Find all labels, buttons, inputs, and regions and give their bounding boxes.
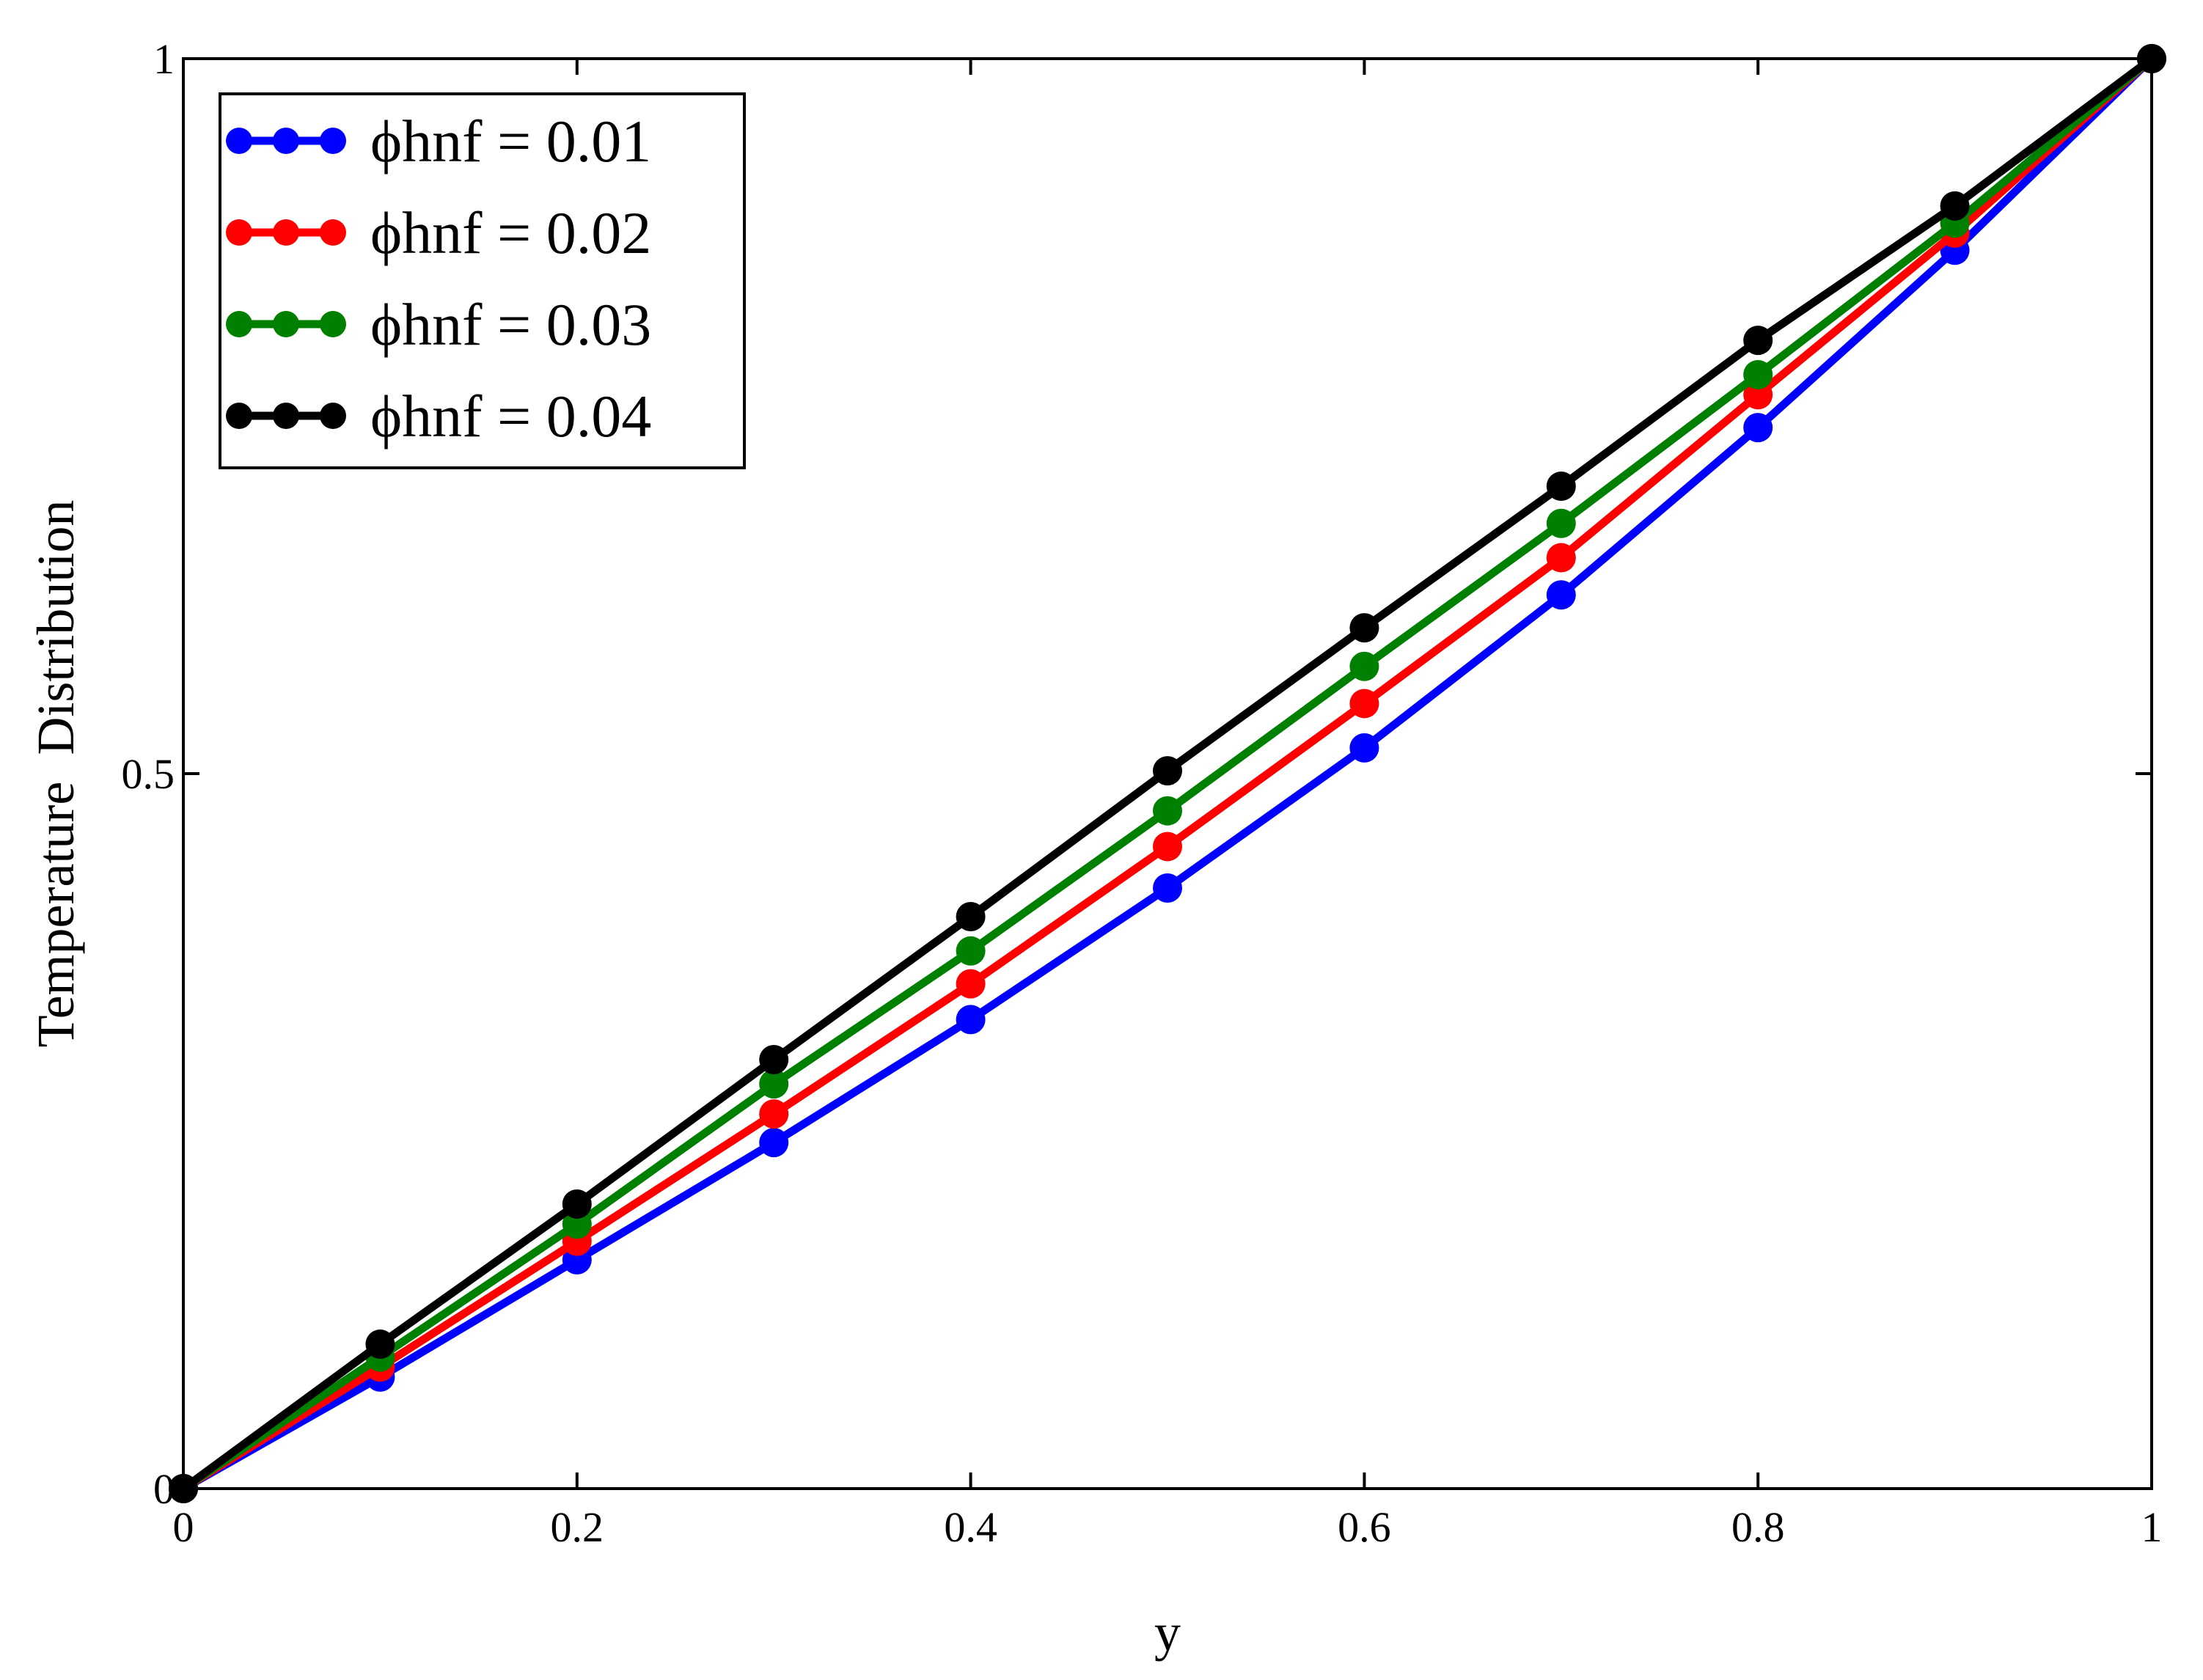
data-point-s3-8 — [1743, 359, 1773, 389]
legend-marker-1-0 — [226, 128, 252, 154]
legend-marker-3-1 — [273, 311, 299, 337]
legend-marker-1-2 — [320, 128, 346, 154]
data-point-s1-7 — [1546, 580, 1576, 610]
data-point-s4-7 — [1546, 472, 1576, 502]
data-point-s4-8 — [1743, 326, 1773, 356]
data-point-s3-4 — [956, 936, 986, 966]
y-tick-label-1: 0.5 — [122, 750, 175, 798]
data-point-s3-7 — [1546, 508, 1576, 538]
legend-marker-3-2 — [320, 311, 346, 337]
legend-label-1: ϕhnf = 0.01 — [370, 108, 651, 175]
data-point-s4-2 — [562, 1189, 592, 1219]
legend-marker-4-1 — [273, 403, 299, 429]
data-point-s1-4 — [956, 1005, 986, 1035]
data-point-s1-3 — [759, 1128, 789, 1158]
y-tick-label-0: 0 — [153, 1465, 175, 1513]
y-tick-label-2: 1 — [153, 35, 175, 83]
data-point-s2-3 — [759, 1099, 789, 1129]
legend-marker-3-0 — [226, 311, 252, 337]
tick-layer: 0 0.2 0.4 0.6 0.8 1 0 0.5 1 — [122, 35, 2163, 1551]
data-point-s2-5 — [1153, 832, 1182, 862]
legend-marker-2-0 — [226, 219, 252, 246]
data-point-s2-6 — [1349, 689, 1379, 719]
data-point-s1-8 — [1743, 413, 1773, 443]
legend-label-4: ϕhnf = 0.04 — [370, 383, 651, 450]
data-point-s4-6 — [1349, 613, 1379, 643]
legend-box — [219, 92, 746, 469]
data-point-s4-1 — [365, 1329, 395, 1360]
legend-marker-4-0 — [226, 403, 252, 429]
y-axis-label: Temperature Distribution — [26, 500, 85, 1048]
legend-label-2: ϕhnf = 0.02 — [370, 199, 651, 266]
x-tick-label-4: 0.8 — [1731, 1503, 1785, 1551]
x-tick-label-3: 0.6 — [1338, 1503, 1391, 1551]
data-point-s4-4 — [956, 902, 986, 931]
legend-marker-2-1 — [273, 219, 299, 246]
x-tick-label-5: 1 — [2141, 1503, 2163, 1551]
data-point-s4-3 — [759, 1045, 789, 1074]
legend-marker-1-1 — [273, 128, 299, 154]
data-point-s1-5 — [1153, 873, 1182, 903]
data-point-s3-6 — [1349, 651, 1379, 681]
data-point-s2-4 — [956, 969, 986, 999]
legend-marker-2-2 — [320, 219, 346, 246]
data-point-s1-6 — [1349, 733, 1379, 763]
data-point-s4-5 — [1153, 756, 1182, 786]
data-point-s2-7 — [1546, 543, 1576, 573]
legend-label-3: ϕhnf = 0.03 — [370, 291, 651, 358]
data-point-s3-3 — [759, 1069, 789, 1099]
x-tick-label-2: 0.4 — [944, 1503, 997, 1551]
x-tick-label-0: 0 — [173, 1503, 194, 1551]
x-tick-label-1: 0.2 — [551, 1503, 604, 1551]
legend-marker-4-2 — [320, 403, 346, 429]
series-layer — [169, 44, 2166, 1503]
legend: ϕhnf = 0.01 ϕhnf = 0.02 ϕhnf = 0.03 ϕhnf = … — [219, 92, 746, 469]
data-point-s4-9 — [1940, 191, 1970, 221]
data-point-s3-5 — [1153, 796, 1182, 826]
x-axis-label: y — [1154, 1603, 1181, 1662]
